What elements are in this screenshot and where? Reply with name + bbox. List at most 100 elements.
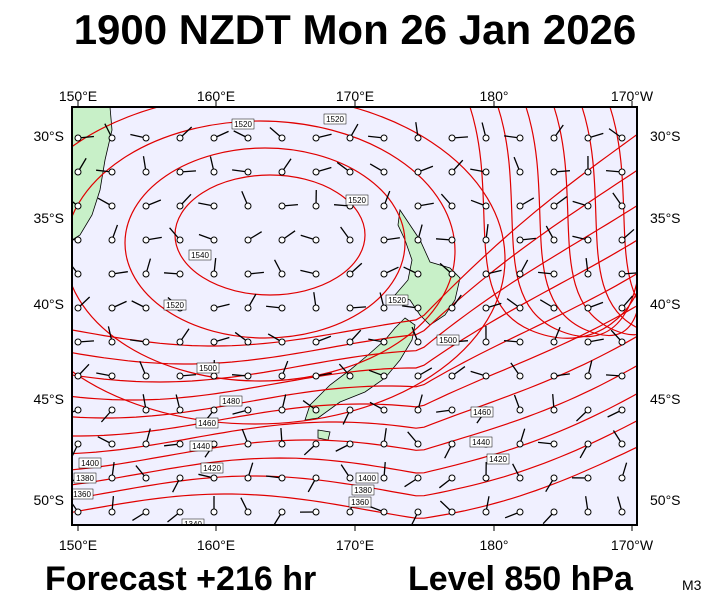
station [278,134,286,142]
lon-label-top: 150°E [59,88,97,104]
station [346,372,354,380]
station [210,202,218,210]
station [380,474,388,482]
station [414,338,422,346]
station [74,134,82,142]
station [346,236,354,244]
station [550,372,558,380]
forecast-label: Forecast +216 hr [45,560,316,598]
station [414,202,422,210]
contour [124,147,406,339]
contour [553,107,637,336]
station [516,134,524,142]
contour [497,107,637,338]
station [210,474,218,482]
station [380,270,388,278]
station [108,406,116,414]
station [346,304,354,312]
station [312,474,320,482]
station [278,508,286,516]
station [312,202,320,210]
contour [72,205,637,383]
station [516,304,524,312]
station [244,440,252,448]
station [108,304,116,312]
station [482,168,490,176]
contour-label-box [163,299,187,311]
station [482,304,490,312]
station [414,134,422,142]
station [244,304,252,312]
station [550,474,558,482]
station [380,338,388,346]
station [312,134,320,142]
station [142,508,150,516]
station [584,270,592,278]
contour-label: 1480 [222,397,240,406]
station [74,440,82,448]
station [74,236,82,244]
model-code: M3 [682,577,702,593]
station [618,474,626,482]
station [278,338,286,346]
station [74,406,82,414]
lat-label-right: 40°S [650,296,681,312]
station [448,440,456,448]
lon-label-top: 180° [480,88,509,104]
station [210,304,218,312]
station [176,338,184,346]
station [108,202,116,210]
station [482,134,490,142]
station [244,406,252,414]
lat-label-right: 30°S [650,128,681,144]
station [482,372,490,380]
lon-label-bottom: 170°W [611,537,654,553]
station [618,338,626,346]
contour-label: 1460 [198,419,216,428]
lon-label-top: 160°E [197,88,235,104]
station [176,372,184,380]
station [448,270,456,278]
station [74,338,82,346]
station [108,270,116,278]
contour-label: 1360 [73,490,91,499]
station [448,508,456,516]
station [142,304,150,312]
contour-label: 1420 [203,464,221,473]
contour [72,335,637,455]
contour [72,272,637,419]
station [448,304,456,312]
station [550,134,558,142]
station [346,508,354,516]
station [380,440,388,448]
station [346,168,354,176]
contour-label: 1540 [191,251,209,260]
station [550,270,558,278]
station [176,508,184,516]
station [448,168,456,176]
station [584,474,592,482]
station [584,338,592,346]
station [618,168,626,176]
lat-label-left: 35°S [33,210,64,226]
contour-label-box [72,488,94,500]
contour-label-box [323,113,347,125]
station [380,236,388,244]
station [618,372,626,380]
contour-label: 1400 [81,459,99,468]
station [584,440,592,448]
station [584,236,592,244]
station [516,440,524,448]
station [108,134,116,142]
station [550,338,558,346]
station [380,372,388,380]
station [550,440,558,448]
station [380,406,388,414]
station [482,270,490,278]
contour [72,393,637,486]
station [618,202,626,210]
station [74,508,82,516]
contour-label: 1400 [358,474,376,483]
station [414,304,422,312]
